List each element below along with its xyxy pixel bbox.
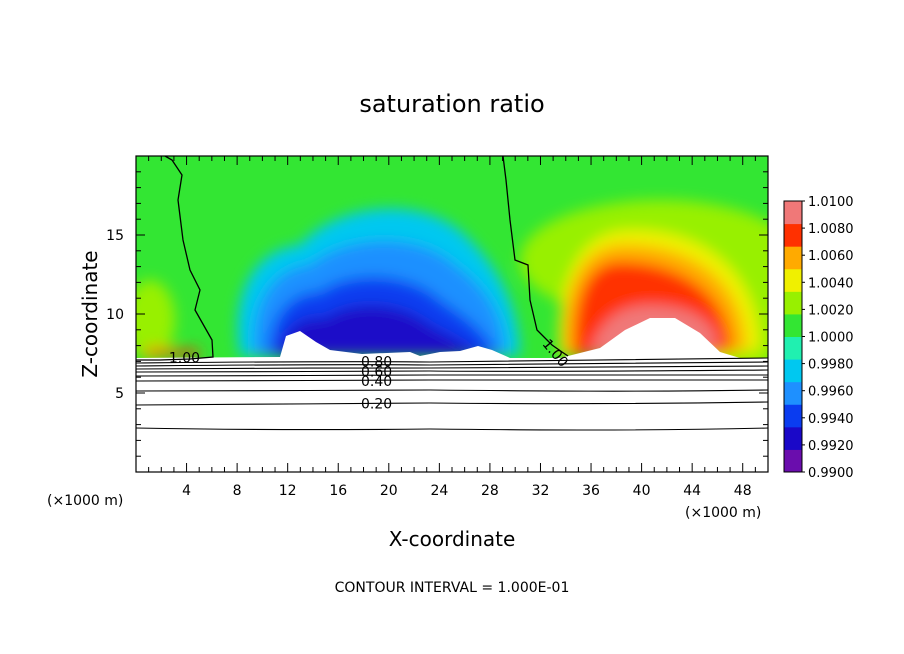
x-tick-label: 48 [734, 483, 752, 499]
x-tick-label: 32 [532, 483, 550, 499]
contour-value-label: 0.80 [361, 354, 392, 370]
x-tick-label: 44 [683, 483, 701, 499]
x-tick-label: 12 [279, 483, 297, 499]
y-tick-label: 10 [106, 307, 124, 323]
x-axis: 4 8 12 16 20 24 28 32 36 40 44 48 [148, 156, 756, 499]
colorbar-swatch [784, 404, 802, 428]
colorbar-tick-label: 0.9940 [808, 412, 854, 427]
colorbar-tick-label: 1.0000 [808, 331, 854, 346]
x-tick-label: 28 [481, 483, 499, 499]
colorbar-swatch [784, 336, 802, 360]
x-tick-label: 4 [182, 483, 191, 499]
field-shading [136, 200, 768, 390]
colorbar-swatch [784, 381, 802, 405]
colorbar-tick-label: 1.0080 [808, 222, 854, 237]
colorbar-tick-label: 0.9960 [808, 385, 854, 400]
chart-title: saturation ratio [359, 90, 544, 118]
colorbar-swatch [784, 223, 802, 247]
x-tick-label: 20 [380, 483, 398, 499]
colorbar-swatch [784, 291, 802, 315]
contour-value-label: 1.00 [169, 350, 200, 366]
contour-line [136, 156, 214, 361]
colorbar-swatch [784, 426, 802, 450]
y-axis: 5 10 15 [106, 171, 768, 457]
colorbar-swatch [784, 313, 802, 337]
contour-value-label: 0.40 [361, 374, 392, 390]
colorbar-swatch [784, 246, 802, 270]
colorbar-tick-label: 0.9920 [808, 439, 854, 454]
y-tick-label: 5 [115, 386, 124, 402]
colorbar-tick-label: 1.0100 [808, 195, 854, 210]
colorbar-tick-label: 1.0060 [808, 249, 854, 264]
x-axis-label: X-coordinate [389, 527, 516, 551]
colorbar-swatch [784, 449, 802, 473]
x-tick-label: 24 [430, 483, 448, 499]
contour-value-label: 0.20 [361, 396, 392, 412]
colorbar-tick-label: 0.9980 [808, 358, 854, 373]
plot-area: 1.00 1.000.800.600.400.20 4 8 12 16 20 24 28 32 3… [106, 155, 769, 499]
x-tick-label: 16 [329, 483, 347, 499]
colorbar: 1.0100 1.0080 1.0060 1.0040 1.0020 1.0000 0.99… [783, 195, 854, 481]
x-unit-label-left: (×1000 m) [47, 493, 123, 509]
colorbar-tick-label: 1.0040 [808, 276, 854, 291]
colorbar-swatch [784, 359, 802, 383]
colorbar-tick-label: 1.0020 [808, 303, 854, 318]
terrain-mask [136, 318, 768, 472]
x-tick-label: 8 [233, 483, 242, 499]
colorbar-swatch [784, 268, 802, 292]
contour-lines-lower [136, 357, 768, 431]
x-unit-label-right: (×1000 m) [685, 505, 761, 521]
colorbar-tick-label: 0.9900 [808, 466, 854, 481]
contour-interval-note: CONTOUR INTERVAL = 1.000E-01 [335, 580, 570, 596]
contour-value-label: 0.60 [361, 365, 392, 381]
y-tick-label: 15 [106, 228, 124, 244]
y-axis-label: Z-coordinate [78, 250, 102, 377]
contour-line [502, 156, 569, 357]
x-tick-label: 36 [582, 483, 600, 499]
x-tick-label: 40 [633, 483, 651, 499]
colorbar-swatch [784, 201, 802, 225]
